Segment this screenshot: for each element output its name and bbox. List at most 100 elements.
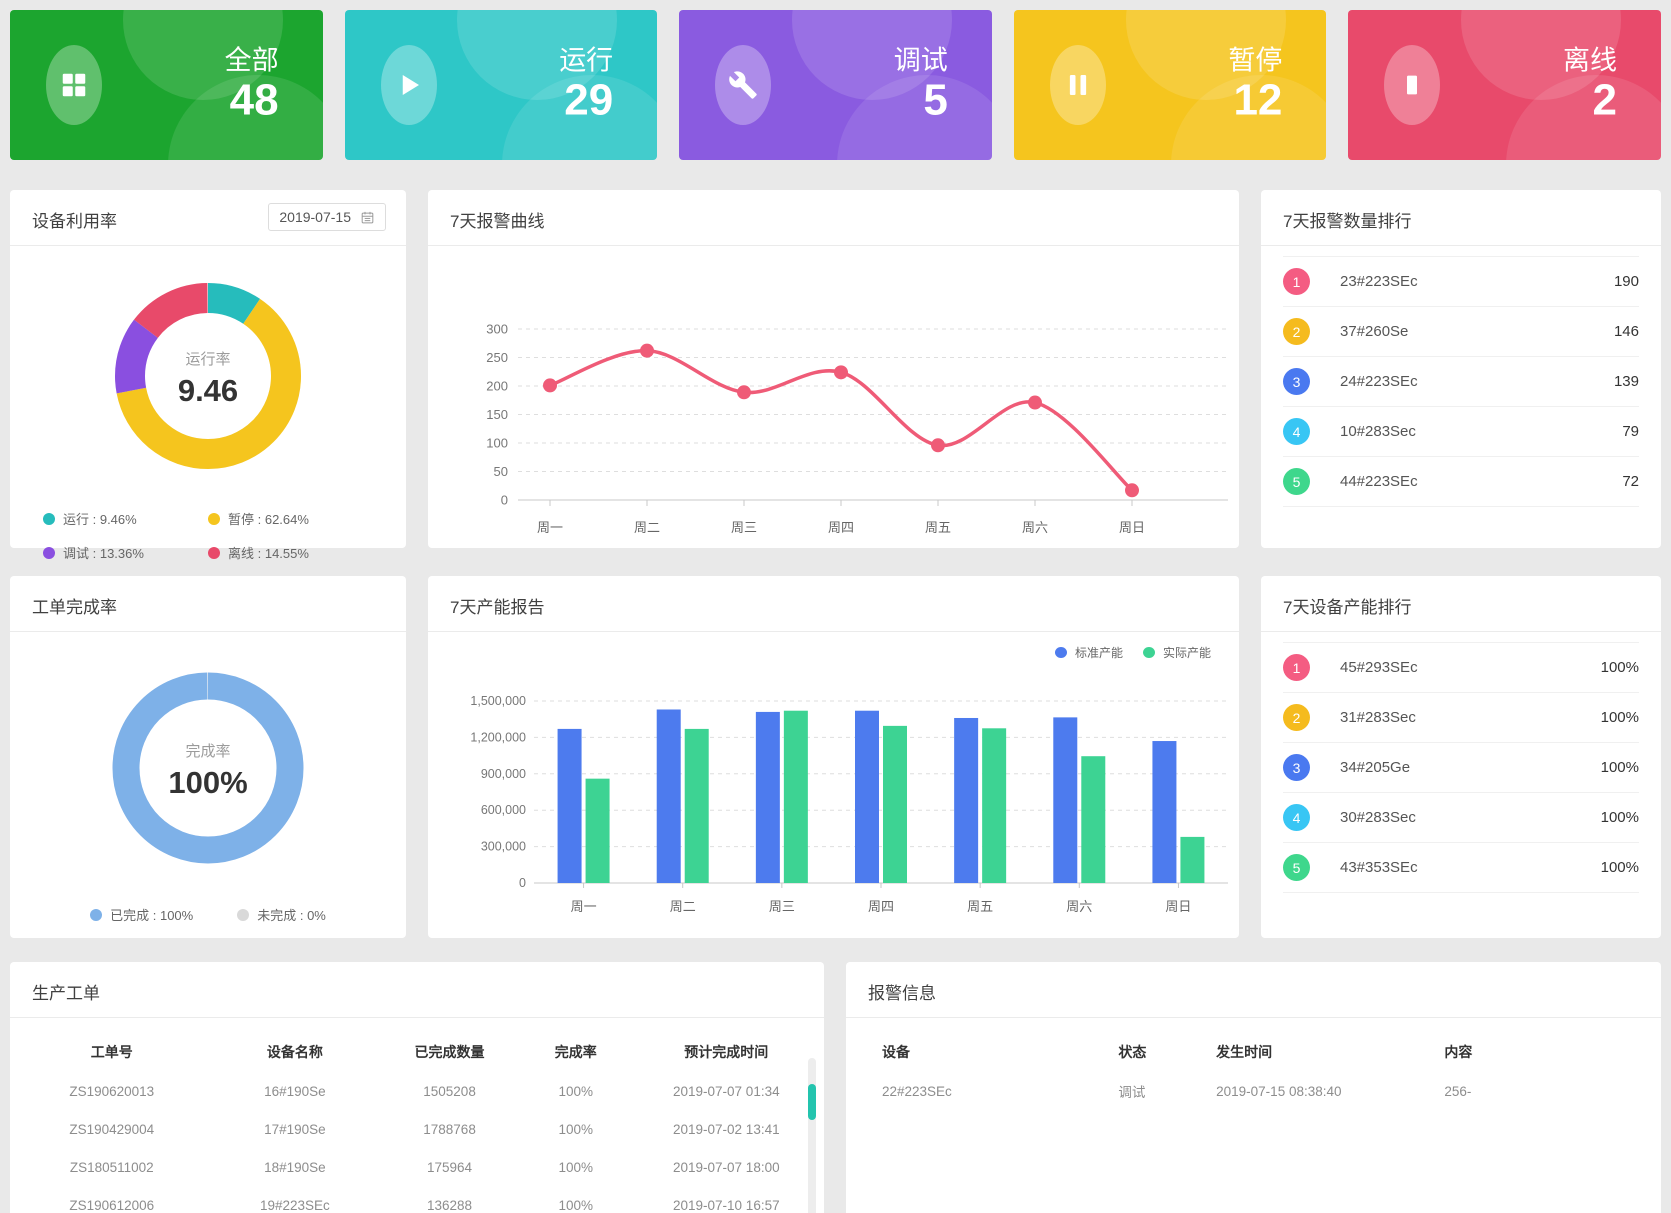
table-row: ZS190620013 16#190Se 1505208 100% 2019-07-07… — [10, 1072, 824, 1110]
play-icon — [402, 75, 419, 95]
bar-标准产能 — [1152, 741, 1177, 883]
table-header-cell: 设备 — [882, 1044, 910, 1060]
panel-title-alarm-ranking: 7天报警数量排行 — [1283, 212, 1412, 231]
bar-标准产能 — [855, 710, 879, 883]
stat-card-暂停[interactable]: 暂停 12 — [1013, 10, 1327, 160]
svg-text:周六: 周六 — [1066, 899, 1092, 914]
bar-标准产能 — [656, 709, 681, 883]
legend-item[interactable]: 离线 : 14.55% — [208, 543, 373, 562]
donut-center-value: 100% — [168, 765, 248, 800]
svg-text:周二: 周二 — [670, 899, 696, 914]
legend-item-标准产能[interactable]: 标准产能 — [1054, 644, 1123, 661]
stat-card-label: 暂停 — [1228, 45, 1283, 76]
table-cell: 1505208 — [423, 1083, 476, 1099]
rank-badge: 3 — [1283, 368, 1310, 395]
legend-dot — [237, 908, 250, 921]
scrollbar-thumb[interactable] — [808, 1084, 816, 1120]
svg-text:250: 250 — [486, 350, 508, 365]
stat-cards-row: 全部 48 运行 29 调试 5 暂停 12 离线 2 — [10, 10, 1661, 160]
date-picker[interactable]: 2019-07-15 — [268, 203, 386, 231]
stat-card-运行[interactable]: 运行 29 — [344, 10, 658, 160]
stat-card-全部[interactable]: 全部 48 — [10, 10, 323, 160]
legend-item[interactable]: 已完成 : 100% — [90, 905, 193, 924]
table-cell: 2019-07-07 18:00 — [673, 1159, 780, 1175]
data-point — [931, 438, 945, 453]
panel-device-utilization: 设备利用率 2019-07-15 运行率 9.46 — [10, 190, 406, 561]
utilization-donut-chart — [115, 283, 301, 469]
stat-icon-circle — [1049, 45, 1106, 125]
stat-card-label: 调试 — [893, 45, 948, 76]
panel-header: 设备利用率 — [10, 190, 406, 246]
donut-center: 运行率 9.46 — [102, 270, 314, 487]
table-cell: 17#190Se — [264, 1121, 326, 1137]
completion-donut: 完成率 100% — [102, 662, 314, 879]
stat-card-label: 运行 — [559, 45, 614, 76]
svg-text:200: 200 — [486, 379, 508, 394]
panel-alarm-info: 报警信息 设备 状态 发生时间 内容 22#223SEc 调试 2019-07-15 08:… — [846, 962, 1661, 1213]
legend-label: 调试 : 13.36% — [63, 546, 144, 561]
bar-标准产能 — [557, 728, 582, 883]
legend-item[interactable]: 暂停 : 62.64% — [208, 509, 373, 528]
bar-实际产能 — [883, 725, 907, 883]
table-cell: 100% — [558, 1197, 593, 1213]
donut-center-value: 9.46 — [177, 373, 239, 408]
table-cell: 2019-07-02 13:41 — [673, 1121, 780, 1137]
row-tables: 生产工单 工单号 设备名称 已完成数量 完成率 预计完成时间 ZS190620013 16#… — [10, 962, 1661, 1213]
bar-标准产能 — [1053, 717, 1078, 883]
stat-card-离线[interactable]: 离线 2 — [1348, 10, 1661, 160]
table-row: 22#223SEc 调试 2019-07-15 08:38:40 256- — [846, 1072, 1661, 1110]
legend-label: 实际产能 — [1162, 646, 1211, 660]
legend-dot — [43, 512, 55, 525]
utilization-legend: 运行 : 9.46% 暂停 : 62.64% 调试 : 13.36% 离线 : 14.… — [43, 509, 373, 562]
table-cell: 100% — [558, 1083, 593, 1099]
rank-value: 190 — [1613, 273, 1639, 290]
svg-text:1,200,000: 1,200,000 — [470, 730, 526, 744]
stat-card-调试[interactable]: 调试 5 — [679, 10, 992, 160]
legend-item-实际产能[interactable]: 实际产能 — [1142, 644, 1211, 661]
legend-label: 标准产能 — [1074, 646, 1123, 660]
svg-text:周二: 周二 — [634, 520, 660, 535]
panel-title-completion: 工单完成率 — [32, 598, 117, 617]
rank-item: 2 31#283Sec 100% — [1283, 693, 1639, 743]
rank-badge: 1 — [1283, 654, 1310, 681]
table-cell: 136288 — [427, 1197, 473, 1213]
data-point — [737, 385, 751, 400]
bar-实际产能 — [1081, 756, 1106, 883]
table-cell: ZS190612006 — [69, 1197, 155, 1213]
table-header-row: 设备 状态 发生时间 内容 — [846, 1032, 1661, 1072]
bar-实际产能 — [982, 728, 1007, 883]
legend-label: 已完成 : 100% — [110, 908, 194, 923]
svg-text:周四: 周四 — [868, 899, 894, 914]
table-cell: 1788768 — [423, 1121, 476, 1137]
panel-header: 7天产能报告 — [428, 576, 1239, 632]
completion-donut-chart — [112, 672, 304, 864]
rank-value: 146 — [1613, 323, 1639, 340]
svg-text:0: 0 — [501, 493, 508, 508]
rank-item: 5 44#223SEc 72 — [1283, 457, 1639, 507]
table-cell: 100% — [558, 1159, 593, 1175]
stat-card-value: 29 — [564, 76, 614, 125]
data-point — [543, 378, 557, 393]
svg-text:900,000: 900,000 — [481, 767, 526, 781]
rank-name: 43#353SEc — [1340, 859, 1418, 876]
svg-text:周日: 周日 — [1119, 520, 1145, 535]
panel-header: 报警信息 — [846, 962, 1661, 1018]
panel-capacity-report: 7天产能报告 标准产能 实际产能 0 300,000 600,000 900,000 1,… — [428, 576, 1239, 938]
legend-item[interactable]: 运行 : 9.46% — [43, 509, 208, 528]
legend-item[interactable]: 未完成 : 0% — [237, 905, 326, 924]
capacity-chart: 0 300,000 600,000 900,000 1,200,000 1,500,000… — [470, 694, 1228, 914]
rank-item: 3 24#223SEc 139 — [1283, 357, 1639, 407]
stat-icon-circle — [380, 45, 437, 125]
stat-card-value: 5 — [923, 76, 948, 125]
panel-header: 7天报警曲线 — [428, 190, 1239, 246]
svg-text:0: 0 — [519, 876, 526, 890]
panel-header: 7天设备产能排行 — [1261, 576, 1661, 632]
bar-实际产能 — [1180, 836, 1205, 883]
table-row: ZS190429004 17#190Se 1788768 100% 2019-07-02… — [10, 1110, 824, 1148]
donut-center-label: 完成率 — [185, 743, 231, 760]
rank-item: 4 30#283Sec 100% — [1283, 793, 1639, 843]
legend-item[interactable]: 调试 : 13.36% — [43, 543, 208, 562]
rank-value: 79 — [1622, 423, 1639, 440]
utilization-donut: 运行率 9.46 — [102, 270, 314, 487]
table-cell: ZS190620013 — [69, 1083, 155, 1099]
